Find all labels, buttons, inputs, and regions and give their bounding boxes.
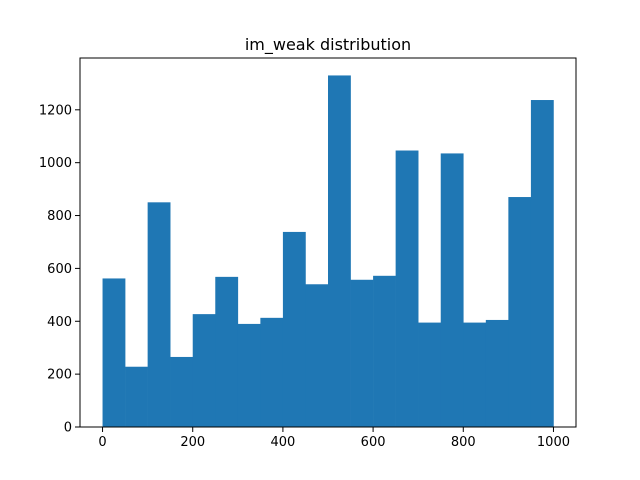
histogram-bar bbox=[350, 279, 374, 427]
histogram-bar bbox=[440, 153, 464, 427]
y-tick-label: 0 bbox=[64, 421, 72, 436]
histogram-bar bbox=[282, 231, 306, 427]
histogram-bar bbox=[530, 100, 554, 427]
histogram-bar bbox=[260, 317, 284, 427]
histogram-bar bbox=[147, 202, 171, 427]
x-tick-label: 600 bbox=[361, 435, 386, 450]
histogram-bar bbox=[485, 319, 509, 427]
histogram-bar bbox=[192, 314, 216, 427]
x-tick-label: 200 bbox=[180, 435, 205, 450]
x-tick-label: 1000 bbox=[537, 435, 570, 450]
histogram-bar bbox=[237, 323, 261, 427]
x-tick-label: 400 bbox=[270, 435, 295, 450]
histogram-bar bbox=[215, 276, 239, 427]
histogram-bar bbox=[102, 278, 126, 427]
histogram-bar bbox=[328, 75, 351, 427]
y-tick-label: 400 bbox=[47, 315, 72, 330]
y-tick-label: 1000 bbox=[39, 156, 72, 171]
y-tick-label: 200 bbox=[47, 368, 72, 383]
histogram-bar bbox=[373, 275, 396, 427]
y-tick-label: 800 bbox=[47, 209, 72, 224]
histogram-bar bbox=[508, 197, 532, 427]
plot-frame bbox=[79, 57, 577, 428]
histogram-bar bbox=[305, 284, 329, 427]
y-tick-label: 600 bbox=[47, 262, 72, 277]
bars-group bbox=[102, 75, 554, 427]
histogram-bar bbox=[395, 150, 419, 427]
histogram-bar bbox=[125, 366, 148, 427]
y-tick-label: 1200 bbox=[39, 103, 72, 118]
chart-title: im_weak distribution bbox=[245, 35, 411, 55]
histogram-bar bbox=[463, 322, 487, 427]
x-axis: 0 200 400 600 800 1000 bbox=[98, 427, 570, 450]
y-axis: 0 200 400 600 800 1000 1200 bbox=[39, 103, 80, 436]
x-tick-label: 0 bbox=[98, 435, 106, 450]
histogram-bar bbox=[418, 322, 442, 427]
histogram-bar bbox=[170, 356, 194, 427]
x-tick-label: 800 bbox=[451, 435, 476, 450]
